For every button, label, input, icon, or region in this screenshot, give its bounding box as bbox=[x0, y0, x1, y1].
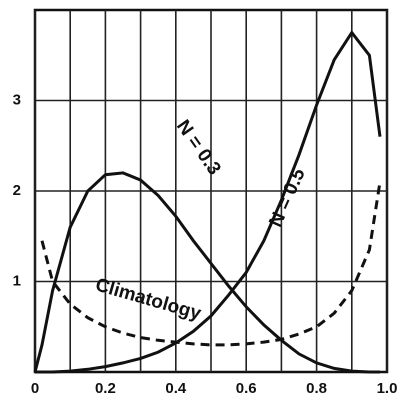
x-tick-label: 0.4 bbox=[165, 380, 187, 397]
x-tick-label: 1.0 bbox=[377, 380, 398, 397]
series-label: N = 0.3 bbox=[172, 116, 225, 179]
x-tick-label: 0 bbox=[31, 380, 39, 397]
y-tick-label: 2 bbox=[13, 182, 21, 199]
series-label: N = 0.5 bbox=[265, 165, 309, 230]
y-tick-label: 3 bbox=[13, 91, 21, 108]
series-line bbox=[33, 171, 380, 374]
x-tick-label: 0.2 bbox=[95, 380, 116, 397]
y-tick-label: 1 bbox=[13, 272, 21, 289]
x-tick-label: 0.8 bbox=[306, 380, 327, 397]
x-tick-label: 0.6 bbox=[236, 380, 257, 397]
series-line bbox=[35, 30, 382, 374]
